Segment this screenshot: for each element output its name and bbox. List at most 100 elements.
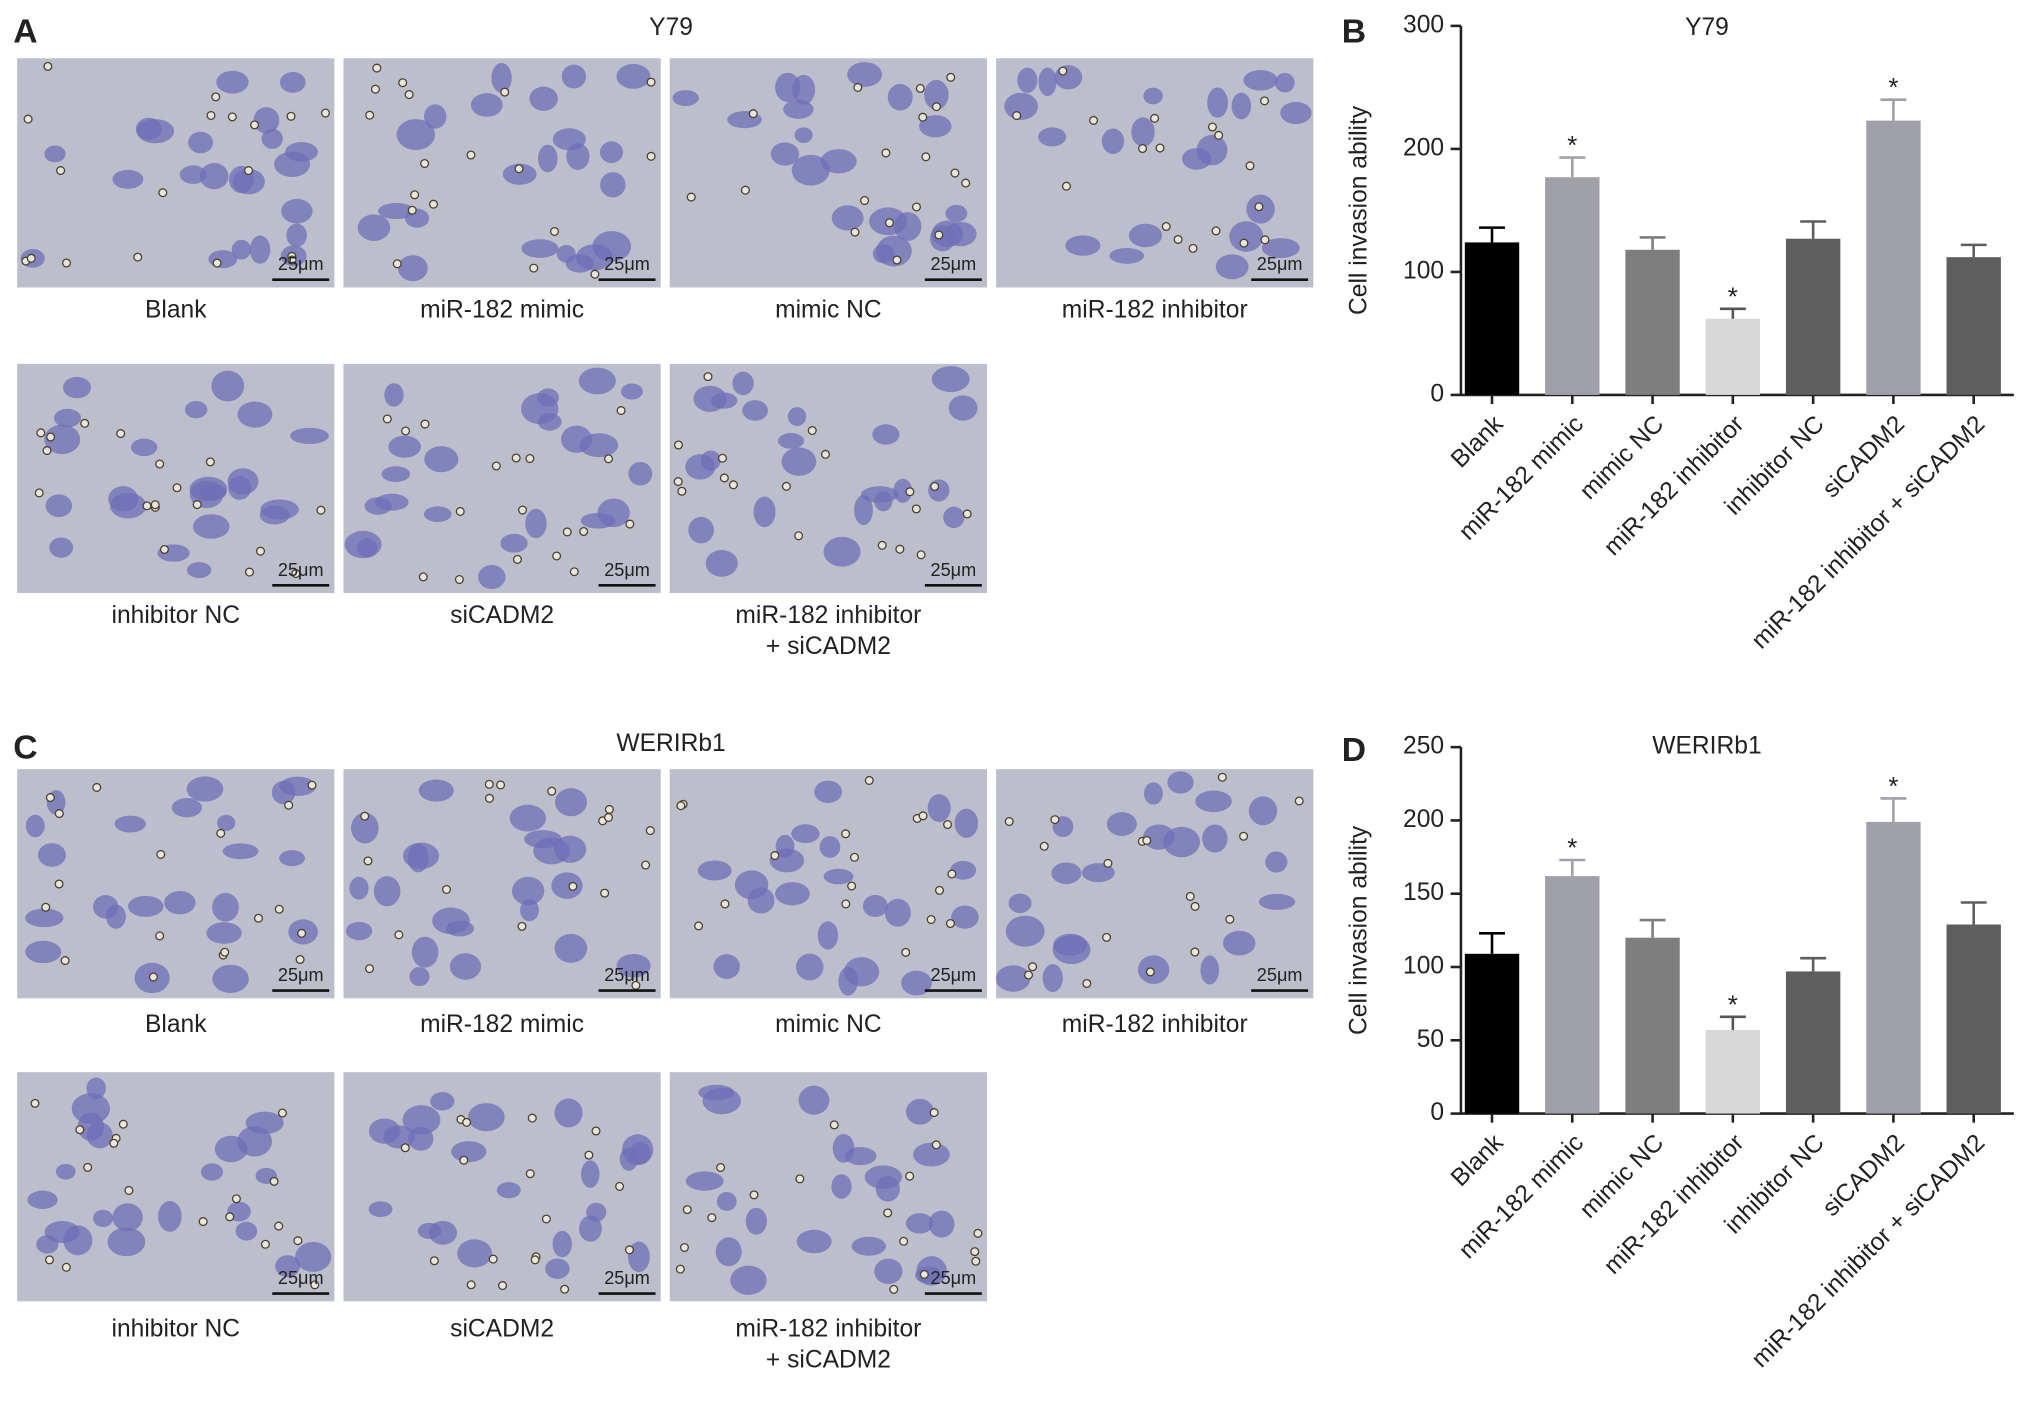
- particle: [901, 947, 911, 957]
- particle: [728, 480, 738, 490]
- cell: [271, 780, 296, 805]
- particle: [1145, 967, 1155, 977]
- y-tick-label: 250: [1403, 733, 1444, 760]
- particle: [853, 82, 863, 92]
- cell: [135, 117, 162, 140]
- cell: [457, 1239, 493, 1268]
- particle: [365, 110, 375, 120]
- cell: [798, 1085, 830, 1115]
- particle: [158, 188, 168, 198]
- particle: [250, 120, 260, 130]
- cell: [554, 788, 588, 817]
- scale-bar-label: 25μm: [931, 1268, 977, 1288]
- cell: [295, 1241, 332, 1272]
- cell: [478, 564, 506, 590]
- particle: [579, 526, 589, 537]
- cell: [1128, 223, 1163, 248]
- cell: [214, 1135, 248, 1163]
- particle: [781, 481, 791, 491]
- cell: [931, 366, 970, 393]
- x-tick-label: miR-182 inhibitor: [1599, 1129, 1750, 1280]
- cell: [929, 225, 956, 252]
- y-axis-label: Cell invasion ability: [1345, 825, 1372, 1035]
- cell: [924, 79, 949, 110]
- cell: [851, 1236, 887, 1256]
- cell: [206, 922, 242, 944]
- particle: [316, 505, 326, 515]
- particle: [1225, 914, 1235, 924]
- cell: [948, 395, 978, 421]
- cell: [388, 435, 421, 458]
- particle: [530, 1255, 540, 1265]
- particle: [717, 453, 727, 463]
- particle: [382, 414, 392, 424]
- image-label: miR-182 inhibitor: [1062, 296, 1248, 323]
- cell: [491, 62, 512, 93]
- particle: [392, 259, 402, 269]
- x-tick-label: miR-182 inhibitor: [1599, 411, 1750, 562]
- cell: [1207, 87, 1228, 118]
- particle: [934, 885, 945, 895]
- cell: [432, 907, 470, 935]
- scale-bar-label: 25μm: [604, 965, 650, 985]
- cell: [71, 1093, 111, 1124]
- particle: [1082, 978, 1092, 989]
- cell: [545, 1258, 570, 1279]
- cell: [862, 894, 888, 918]
- cell: [581, 1160, 600, 1188]
- particle: [820, 449, 831, 459]
- particle: [220, 947, 230, 957]
- cell: [114, 815, 146, 833]
- particle: [676, 801, 686, 811]
- cell: [945, 204, 968, 223]
- cell: [872, 424, 900, 445]
- particle: [277, 1108, 287, 1118]
- bar: [1946, 924, 2001, 1114]
- particle: [365, 964, 375, 974]
- cell: [600, 172, 626, 198]
- cell: [1265, 851, 1288, 873]
- particle: [46, 432, 56, 442]
- particle: [212, 258, 222, 268]
- particle: [310, 1280, 320, 1290]
- cell: [838, 966, 858, 996]
- particle: [243, 166, 254, 176]
- cell: [86, 1077, 106, 1100]
- cell: [1261, 238, 1300, 258]
- bar: [1464, 953, 1520, 1114]
- cell: [575, 244, 613, 271]
- particle: [372, 63, 382, 73]
- particle: [1050, 815, 1060, 825]
- particle: [418, 572, 428, 582]
- cell: [1231, 92, 1252, 120]
- particle: [1211, 226, 1221, 236]
- particle: [148, 972, 158, 982]
- particle: [931, 1140, 941, 1150]
- particle: [517, 921, 527, 931]
- image-label: inhibitor NC: [112, 1315, 240, 1342]
- image-label: miR-182 inhibitor: [735, 1315, 921, 1342]
- particle: [911, 504, 921, 514]
- cell: [158, 1201, 182, 1232]
- cell: [791, 824, 820, 844]
- particle: [860, 195, 870, 206]
- particle: [269, 1176, 279, 1186]
- cell: [222, 843, 259, 860]
- cell: [901, 970, 932, 996]
- cell: [130, 438, 158, 457]
- cell: [685, 454, 716, 480]
- particle: [549, 226, 560, 237]
- particle: [847, 881, 857, 891]
- scale-bar-label: 25μm: [278, 965, 324, 985]
- image-label: miR-182 mimic: [420, 1011, 584, 1038]
- particle: [420, 419, 430, 429]
- cell: [112, 1203, 143, 1232]
- cell: [502, 163, 537, 185]
- particle: [83, 1162, 93, 1172]
- particle: [895, 544, 905, 554]
- particle: [142, 501, 152, 511]
- particle: [931, 102, 941, 112]
- particle: [926, 915, 936, 925]
- cell: [525, 508, 547, 539]
